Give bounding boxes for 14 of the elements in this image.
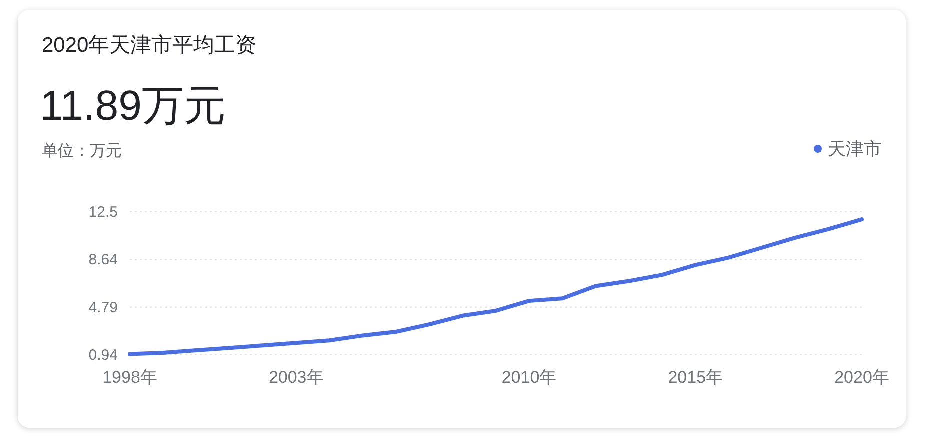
chart-title: 2020年天津市平均工资 — [42, 34, 257, 57]
chart-subtitle: 11.89万元 — [40, 82, 226, 129]
y-tick-label: 0.94 — [88, 347, 118, 364]
x-tick-label: 2003年 — [268, 368, 324, 387]
text: 单位：万元 — [42, 142, 122, 160]
x-tick-label: 2020年 — [834, 368, 890, 387]
legend-label: 天津市 — [828, 139, 882, 159]
y-tick-label: 8.64 — [88, 252, 118, 269]
x-tick-label: 2015年 — [668, 368, 724, 387]
x-tick-label: 2010年 — [502, 368, 557, 387]
line-series — [128, 218, 864, 356]
y-tick-label: 12.5 — [88, 204, 118, 221]
y-tick-label: 4.79 — [88, 299, 118, 316]
x-tick-label: 1998年 — [102, 368, 158, 387]
